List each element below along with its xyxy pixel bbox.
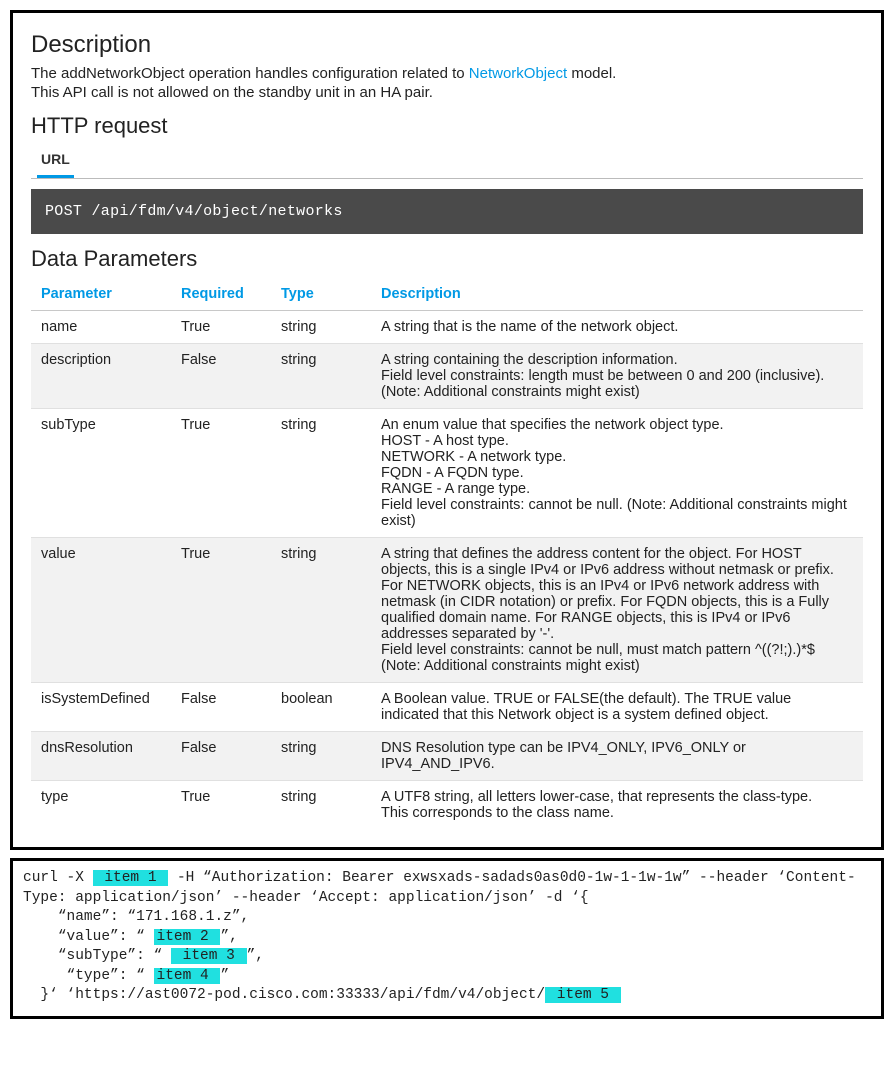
description-line-1: The addNetworkObject operation handles c…: [31, 65, 863, 82]
cell-required: True: [171, 781, 271, 830]
description-line-2: This API call is not allowed on the stan…: [31, 84, 863, 101]
cell-type: string: [271, 781, 371, 830]
tab-url[interactable]: URL: [37, 145, 74, 178]
cell-parameter: description: [31, 344, 171, 409]
cell-type: string: [271, 409, 371, 538]
cell-parameter: dnsResolution: [31, 732, 171, 781]
cell-type: string: [271, 344, 371, 409]
http-request-code: POST /api/fdm/v4/object/networks: [31, 189, 863, 234]
cell-parameter: subType: [31, 409, 171, 538]
http-tabs: URL: [31, 145, 863, 179]
cell-type: string: [271, 538, 371, 683]
description-heading: Description: [31, 31, 863, 59]
cell-required: False: [171, 683, 271, 732]
cell-type: string: [271, 732, 371, 781]
curl-item-1: item 1: [93, 870, 169, 886]
api-doc-panel: Description The addNetworkObject operati…: [10, 10, 884, 850]
th-required: Required: [171, 278, 271, 311]
curl-example-panel: curl -X item 1 -H “Authorization: Bearer…: [10, 858, 884, 1019]
curl-text: curl -X: [23, 870, 93, 886]
cell-required: False: [171, 732, 271, 781]
networkobject-link[interactable]: NetworkObject: [469, 65, 567, 82]
table-row: descriptionFalsestringA string containin…: [31, 344, 863, 409]
cell-type: string: [271, 311, 371, 344]
cell-parameter: value: [31, 538, 171, 683]
parameters-table: Parameter Required Type Description name…: [31, 278, 863, 829]
cell-description: A string that is the name of the network…: [371, 311, 863, 344]
cell-required: False: [171, 344, 271, 409]
th-type: Type: [271, 278, 371, 311]
table-row: valueTruestringA string that defines the…: [31, 538, 863, 683]
table-row: isSystemDefinedFalsebooleanA Boolean val…: [31, 683, 863, 732]
cell-type: boolean: [271, 683, 371, 732]
table-row: subTypeTruestringAn enum value that spec…: [31, 409, 863, 538]
desc-text-post: model.: [567, 65, 616, 82]
cell-required: True: [171, 538, 271, 683]
cell-parameter: type: [31, 781, 171, 830]
cell-description: A string containing the description info…: [371, 344, 863, 409]
table-row: dnsResolutionFalsestringDNS Resolution t…: [31, 732, 863, 781]
curl-item-5: item 5: [545, 987, 621, 1003]
curl-item-2: item 2: [154, 929, 221, 945]
th-parameter: Parameter: [31, 278, 171, 311]
cell-required: True: [171, 409, 271, 538]
cell-description: DNS Resolution type can be IPV4_ONLY, IP…: [371, 732, 863, 781]
cell-parameter: isSystemDefined: [31, 683, 171, 732]
data-parameters-heading: Data Parameters: [31, 246, 863, 272]
cell-description: A Boolean value. TRUE or FALSE(the defau…: [371, 683, 863, 732]
cell-required: True: [171, 311, 271, 344]
curl-item-4: item 4: [154, 968, 221, 984]
curl-item-3: item 3: [171, 948, 247, 964]
th-description: Description: [371, 278, 863, 311]
cell-description: An enum value that specifies the network…: [371, 409, 863, 538]
http-request-heading: HTTP request: [31, 113, 863, 139]
cell-parameter: name: [31, 311, 171, 344]
cell-description: A string that defines the address conten…: [371, 538, 863, 683]
table-row: nameTruestringA string that is the name …: [31, 311, 863, 344]
cell-description: A UTF8 string, all letters lower-case, t…: [371, 781, 863, 830]
table-row: typeTruestringA UTF8 string, all letters…: [31, 781, 863, 830]
desc-text-pre: The addNetworkObject operation handles c…: [31, 65, 469, 82]
